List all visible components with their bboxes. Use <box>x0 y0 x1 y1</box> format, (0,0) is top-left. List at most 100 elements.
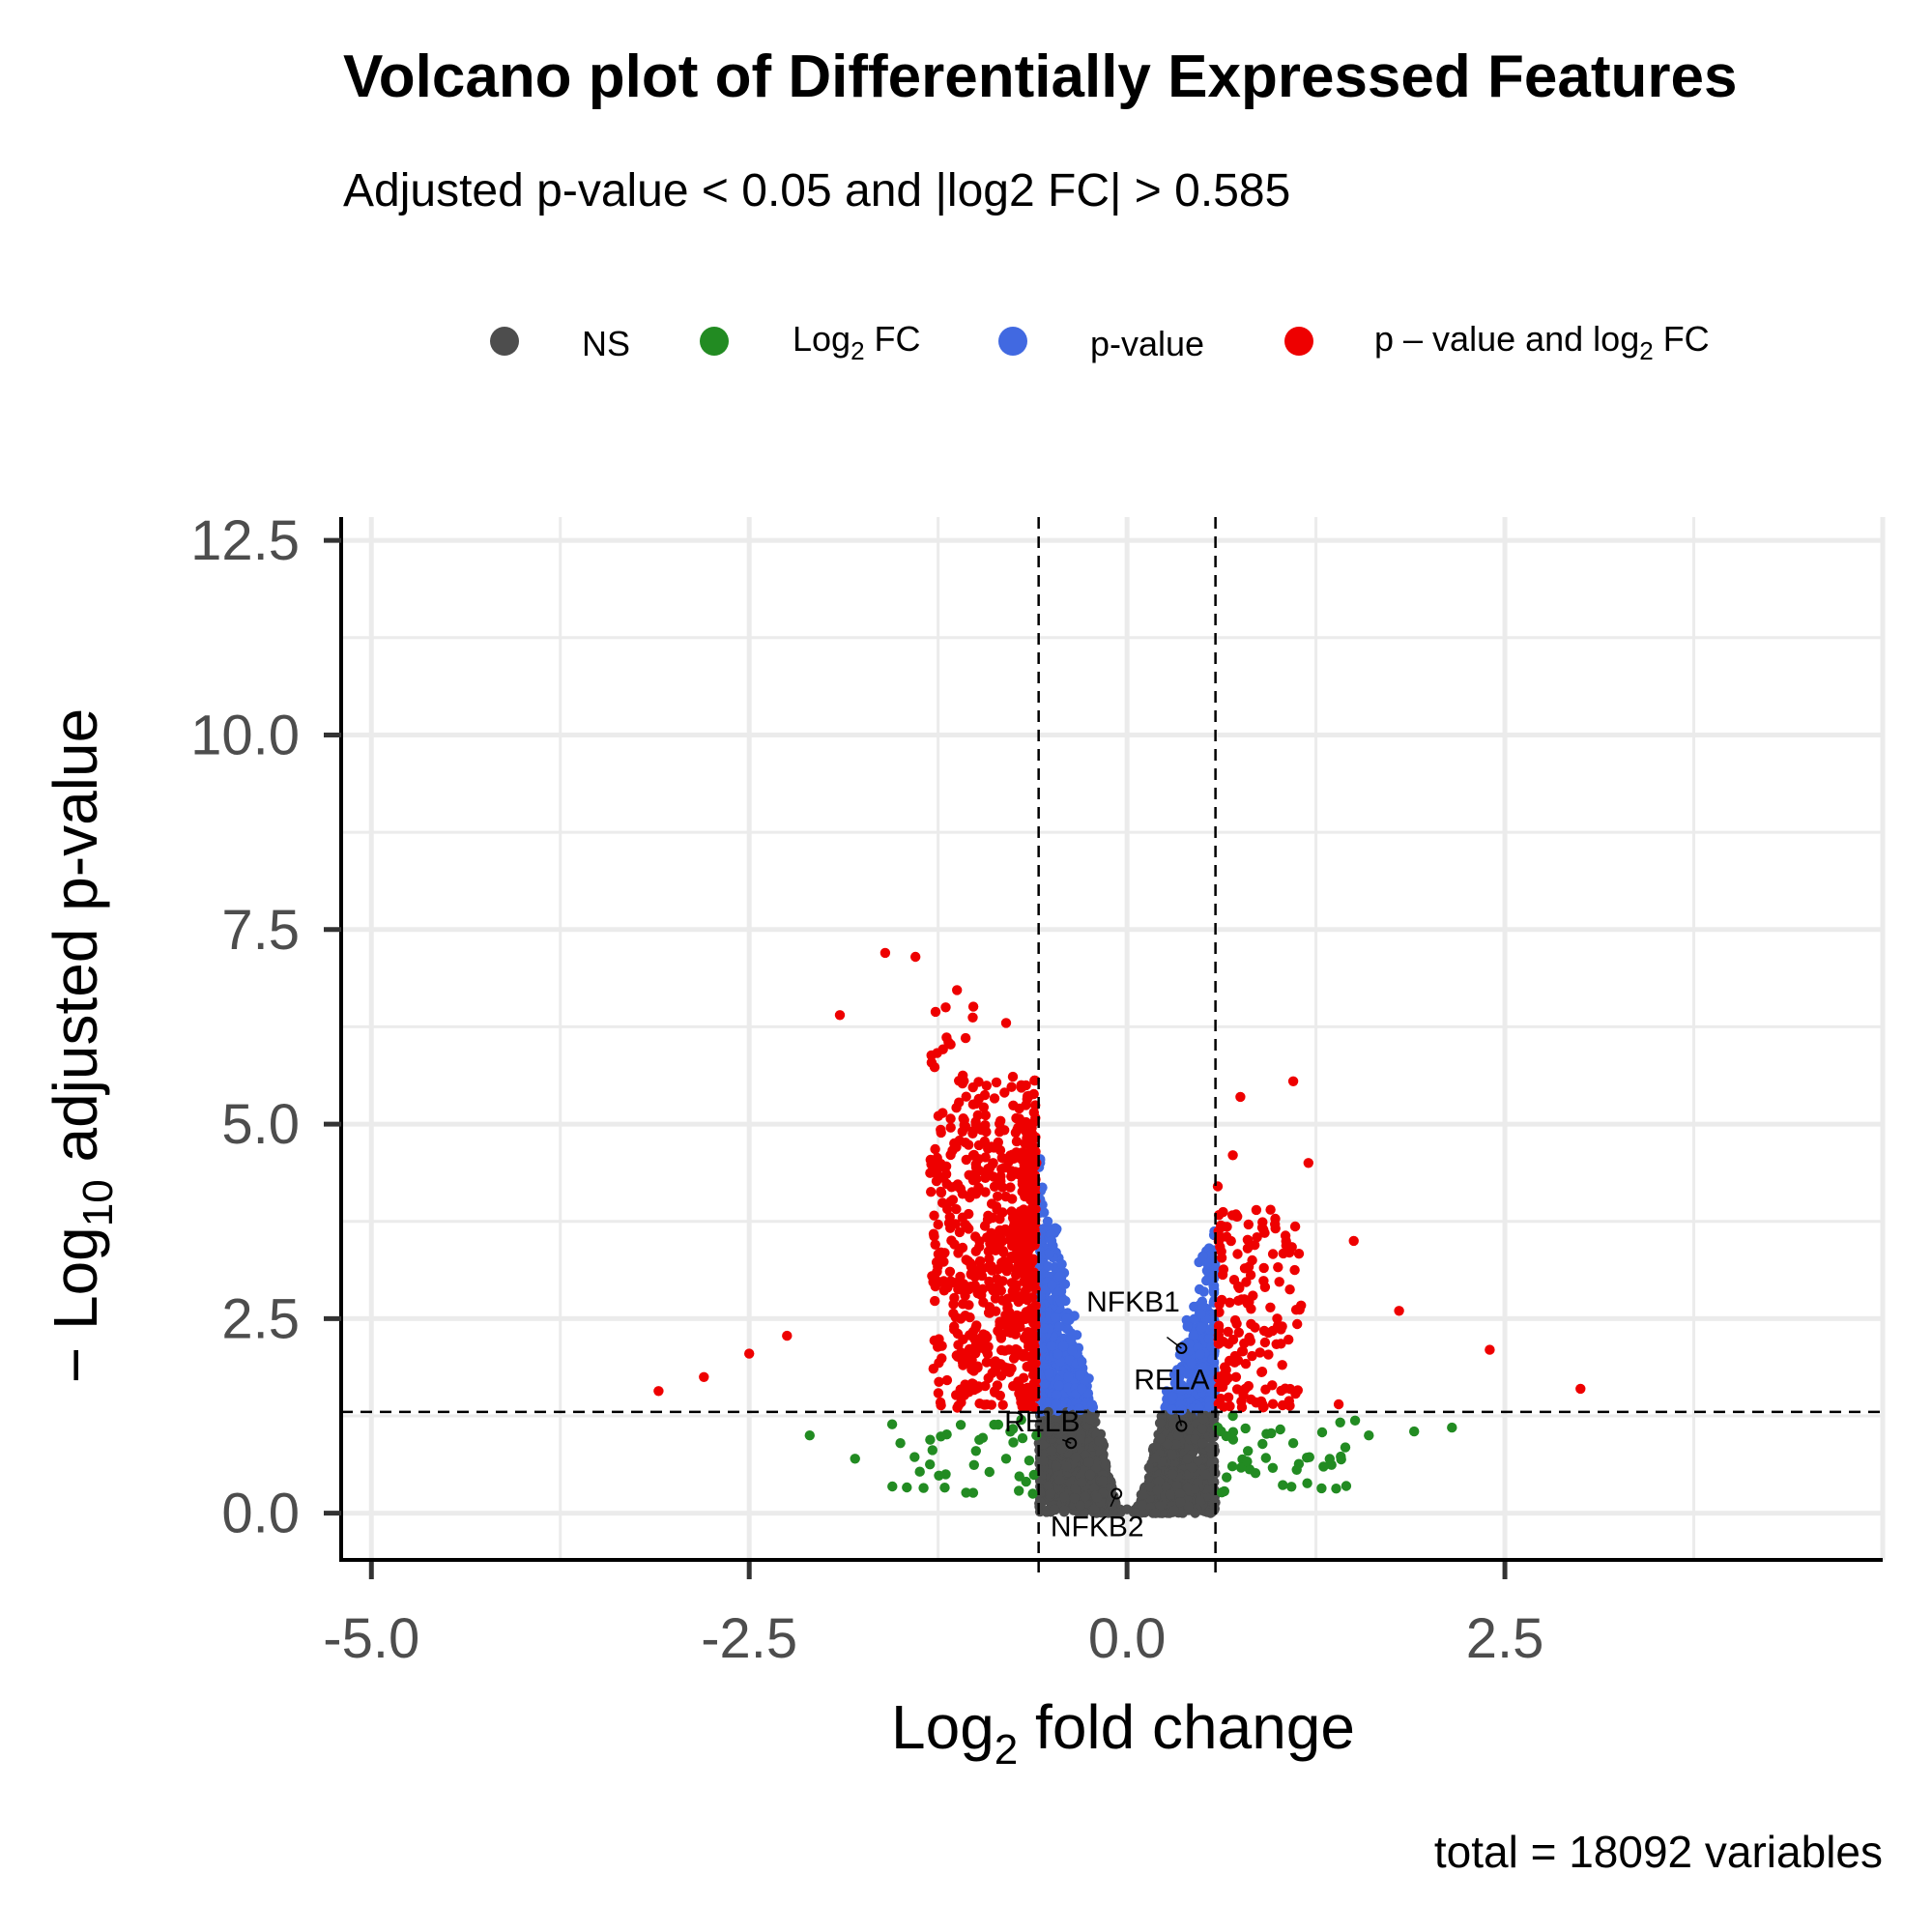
point <box>1004 1367 1015 1378</box>
point <box>1017 1172 1028 1183</box>
point <box>961 1254 971 1265</box>
point <box>1216 1294 1227 1306</box>
point <box>1163 1438 1173 1450</box>
point <box>938 1162 950 1172</box>
point <box>1028 1369 1040 1379</box>
point <box>1275 1424 1285 1435</box>
point <box>1257 1399 1268 1410</box>
point <box>1168 1505 1180 1516</box>
point <box>918 1483 929 1493</box>
point <box>944 1266 956 1278</box>
point <box>1006 1251 1017 1262</box>
point <box>927 1445 937 1456</box>
point <box>983 1372 994 1384</box>
point <box>1197 1251 1208 1262</box>
point <box>1174 1488 1186 1499</box>
point <box>961 1487 971 1498</box>
point <box>951 1203 962 1215</box>
point <box>1026 1202 1038 1213</box>
gene-connector <box>1166 1336 1182 1349</box>
point <box>1018 1372 1029 1383</box>
point <box>1008 1381 1019 1392</box>
legend-swatch-ns <box>490 327 519 356</box>
point <box>1349 1415 1361 1427</box>
legend-swatch-log2fc <box>700 327 729 356</box>
point <box>997 1399 1008 1410</box>
point <box>1000 1454 1012 1464</box>
point <box>1047 1280 1057 1290</box>
point <box>1267 1249 1279 1259</box>
point <box>1246 1318 1256 1330</box>
point <box>979 1399 990 1410</box>
gene-label: RELA <box>1134 1365 1209 1397</box>
point <box>1006 1081 1017 1092</box>
point <box>1292 1318 1303 1330</box>
point <box>1021 1476 1031 1487</box>
gene-labels: NFKB1 RELA RELB NFKB2 <box>1004 1286 1210 1543</box>
point <box>1259 1227 1270 1238</box>
point <box>1226 1461 1238 1472</box>
point <box>989 1419 999 1430</box>
point <box>968 1169 979 1180</box>
point <box>980 1380 991 1392</box>
point <box>936 1127 946 1139</box>
point <box>1011 1233 1023 1245</box>
gene-label: NFKB1 <box>1086 1286 1180 1318</box>
y-tick-label: 7.5 <box>221 899 300 962</box>
legend-swatch-pvalue <box>998 327 1027 356</box>
y-tick-label: 2.5 <box>221 1287 300 1350</box>
point <box>1043 1481 1053 1491</box>
point <box>937 1353 947 1364</box>
point <box>954 1097 965 1108</box>
point <box>955 1420 966 1430</box>
point <box>1257 1438 1268 1450</box>
x-tick-label: 2.5 <box>1466 1607 1544 1670</box>
point <box>1020 1139 1030 1149</box>
point <box>935 1397 946 1408</box>
point <box>960 1219 970 1230</box>
y-tick-label: 0.0 <box>221 1483 300 1545</box>
point <box>983 1143 994 1154</box>
point <box>964 1387 974 1398</box>
point <box>1197 1423 1208 1434</box>
point <box>1229 1357 1240 1368</box>
point <box>999 1345 1010 1356</box>
point <box>951 1390 962 1400</box>
point <box>1246 1394 1256 1405</box>
point <box>1038 1456 1049 1466</box>
point <box>991 1201 1002 1212</box>
point <box>945 1149 956 1161</box>
point <box>1230 1371 1242 1383</box>
point <box>1031 1158 1042 1168</box>
point <box>995 1118 1005 1130</box>
point <box>1394 1306 1404 1316</box>
point <box>1013 1259 1024 1270</box>
point <box>992 1274 1002 1284</box>
point <box>926 1159 937 1170</box>
point <box>1069 1492 1080 1504</box>
point <box>958 1334 968 1345</box>
point <box>1024 1090 1035 1102</box>
point <box>1025 1278 1036 1288</box>
point <box>1011 1112 1022 1124</box>
legend-label-ns: NS <box>582 324 630 363</box>
point <box>1233 1281 1244 1292</box>
point <box>1091 1492 1103 1503</box>
point <box>984 1466 995 1478</box>
point <box>1232 1211 1243 1223</box>
point <box>1283 1244 1294 1254</box>
point <box>1227 1150 1238 1161</box>
point <box>972 1110 983 1121</box>
x-axis-title: Log2 fold change <box>891 1692 1355 1773</box>
point <box>933 1219 943 1230</box>
point <box>1218 1206 1228 1218</box>
point <box>1005 1427 1016 1437</box>
point <box>940 1469 951 1480</box>
point <box>1219 1401 1229 1412</box>
point <box>978 1102 989 1112</box>
point <box>946 1182 957 1193</box>
point <box>1016 1080 1026 1091</box>
point <box>1243 1219 1254 1230</box>
point <box>995 1214 1005 1225</box>
point <box>1197 1413 1209 1425</box>
